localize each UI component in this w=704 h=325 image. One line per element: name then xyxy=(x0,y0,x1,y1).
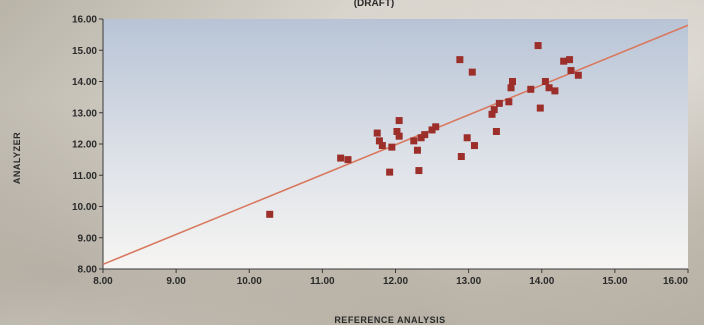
data-point xyxy=(396,117,403,124)
x-tick-label: 11.00 xyxy=(310,276,335,287)
y-tick-label: 14.00 xyxy=(72,77,97,88)
data-point xyxy=(508,84,515,91)
data-point xyxy=(491,106,498,113)
data-point xyxy=(535,42,542,49)
data-point xyxy=(458,153,465,160)
x-tick-label: 14.00 xyxy=(529,276,554,287)
data-point xyxy=(509,78,516,85)
data-point xyxy=(379,142,386,149)
data-point xyxy=(493,128,500,135)
data-point xyxy=(464,134,471,141)
y-tick-label: 13.00 xyxy=(72,108,97,119)
x-tick-label: 9.00 xyxy=(166,276,186,287)
data-point xyxy=(537,105,544,112)
x-tick-label: 16.00 xyxy=(663,276,688,287)
data-point xyxy=(388,144,395,151)
data-point xyxy=(337,155,344,162)
data-point xyxy=(344,156,351,163)
y-tick-label: 15.00 xyxy=(72,46,97,57)
x-tick-label: 12.00 xyxy=(383,276,408,287)
y-tick-label: 11.00 xyxy=(73,171,98,182)
data-point xyxy=(469,69,476,76)
data-point xyxy=(527,86,534,93)
data-point xyxy=(374,130,381,137)
x-tick-labels: 8.00 9.00 10.00 11.00 12.00 13.00 14.00 15.00 16… xyxy=(93,269,688,287)
data-point xyxy=(432,123,439,130)
y-tick-labels: 8.00 9.00 10.00 11.00 12.00 13.00 14.00 15.00 16… xyxy=(72,15,103,276)
x-axis-label: REFERENCE ANALYSIS xyxy=(334,315,445,325)
data-point xyxy=(396,133,403,140)
y-axis-label: ANALYZER xyxy=(12,132,22,184)
x-tick-label: 8.00 xyxy=(93,276,113,287)
data-point xyxy=(266,211,273,218)
x-tick-label: 10.00 xyxy=(237,276,262,287)
y-tick-label: 8.00 xyxy=(78,265,98,276)
y-tick-label: 12.00 xyxy=(72,140,97,151)
data-point xyxy=(566,56,573,63)
chart-title: (DRAFT) xyxy=(354,0,395,9)
data-point xyxy=(415,167,422,174)
x-tick-label: 15.00 xyxy=(602,276,627,287)
x-tick-label: 13.00 xyxy=(456,276,481,287)
data-point xyxy=(410,137,417,144)
data-point xyxy=(386,169,393,176)
data-point xyxy=(496,100,503,107)
y-tick-label: 9.00 xyxy=(78,233,98,244)
data-point xyxy=(456,56,463,63)
data-point xyxy=(505,98,512,105)
data-point xyxy=(542,78,549,85)
data-point xyxy=(568,67,575,74)
data-point xyxy=(414,147,421,154)
data-point xyxy=(471,142,478,149)
data-point xyxy=(421,131,428,138)
y-tick-label: 10.00 xyxy=(72,202,97,213)
data-point xyxy=(575,72,582,79)
data-point xyxy=(551,87,558,94)
y-tick-label: 16.00 xyxy=(72,15,97,26)
